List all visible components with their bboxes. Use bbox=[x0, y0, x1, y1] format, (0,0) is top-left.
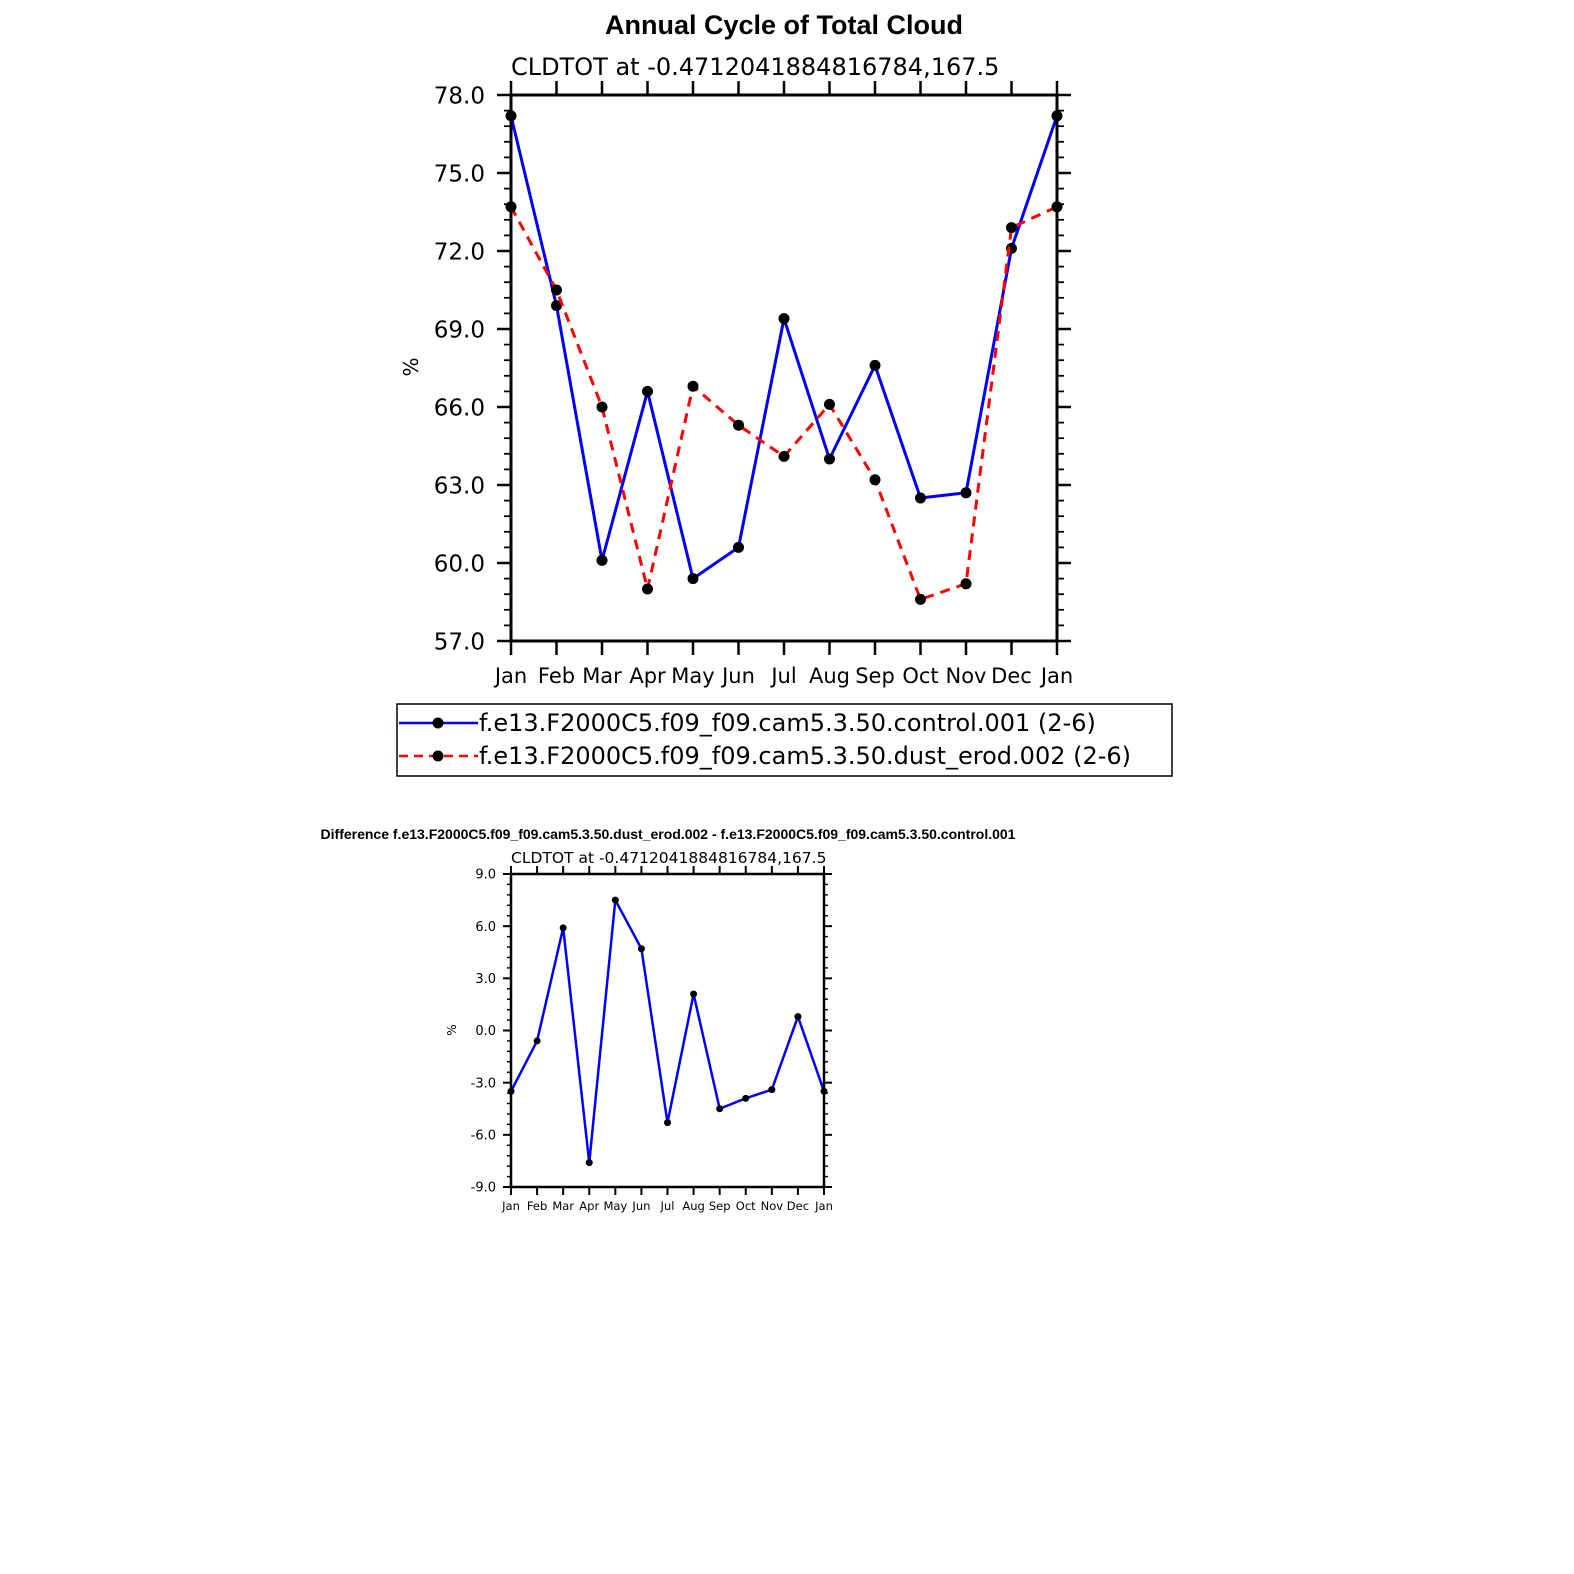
chart2-y-tick-labels: -9.0 -6.0 -3.0 0.0 3.0 6.0 9.0 bbox=[471, 868, 496, 1196]
series-1-point bbox=[551, 284, 562, 296]
x-tick-label: Aug bbox=[682, 1199, 704, 1213]
series-1-point bbox=[733, 419, 744, 431]
chart1-ticks bbox=[497, 81, 1071, 655]
y-tick-label: 57.0 bbox=[434, 629, 485, 655]
difference-chart: Difference f.e13.F2000C5.f09_f09.cam5.3.… bbox=[321, 826, 1016, 1213]
y-tick-label: 0.0 bbox=[475, 1024, 496, 1039]
y-tick-label: 72.0 bbox=[434, 239, 485, 265]
y-tick-label: 69.0 bbox=[434, 317, 485, 343]
y-tick-label: 78.0 bbox=[434, 83, 485, 109]
series-0-point bbox=[664, 1119, 671, 1127]
chart2-subtitle: CLDTOT at -0.4712041884816784,167.5 bbox=[511, 849, 826, 867]
chart1-legend: f.e13.F2000C5.f09_f09.cam5.3.50.control.… bbox=[396, 703, 1173, 777]
chart2-series-layer bbox=[507, 896, 828, 1167]
y-tick-label: 3.0 bbox=[475, 972, 496, 987]
series-1-point bbox=[596, 401, 608, 413]
x-tick-label: Jun bbox=[631, 1199, 650, 1213]
chart1-subtitle: CLDTOT at -0.4712041884816784,167.5 bbox=[511, 53, 999, 81]
x-tick-label: May bbox=[603, 1199, 627, 1213]
series-0-point bbox=[551, 300, 562, 312]
y-tick-label: 9.0 bbox=[475, 868, 496, 883]
series-0-point bbox=[585, 1159, 593, 1167]
x-tick-label: Nov bbox=[761, 1199, 784, 1213]
y-tick-label: 75.0 bbox=[434, 161, 485, 187]
series-0-point bbox=[824, 453, 835, 465]
chart1-y-tick-labels: 57.0 60.0 63.0 66.0 69.0 72.0 75.0 78.0 bbox=[434, 83, 485, 655]
chart1-x-tick-labels: Jan Feb Mar Apr May Jun Jul Aug Sep Oct Nov Dec Jan bbox=[493, 664, 1073, 688]
series-0-point bbox=[533, 1037, 541, 1045]
x-tick-label: Jan bbox=[501, 1199, 520, 1213]
series-1-point bbox=[1006, 222, 1017, 234]
annual-cycle-chart: Annual Cycle of Total Cloud CLDTOT at -0… bbox=[399, 10, 1073, 688]
x-tick-label: Mar bbox=[552, 1199, 574, 1213]
x-tick-label: Dec bbox=[991, 664, 1032, 688]
series-1-point bbox=[915, 593, 926, 605]
x-tick-label: Feb bbox=[538, 664, 575, 688]
series-0-point bbox=[559, 924, 567, 932]
legend-marker-dust-erod bbox=[432, 750, 444, 762]
x-tick-label: Sep bbox=[709, 1199, 731, 1213]
series-line-1 bbox=[509, 205, 1058, 601]
series-0-point bbox=[869, 359, 881, 371]
legend-marker-control bbox=[432, 717, 444, 729]
x-tick-label: Dec bbox=[787, 1199, 809, 1213]
y-tick-label: -9.0 bbox=[471, 1181, 496, 1196]
x-tick-label: Jun bbox=[720, 664, 755, 688]
series-0-point bbox=[794, 1013, 802, 1021]
x-tick-label: Apr bbox=[629, 664, 666, 688]
series-1-point bbox=[778, 450, 790, 462]
legend-label-dust-erod: f.e13.F2000C5.f09_f09.cam5.3.50.dust_ero… bbox=[479, 742, 1131, 770]
x-tick-label: Jul bbox=[769, 664, 796, 688]
x-tick-label: Mar bbox=[582, 664, 622, 688]
x-tick-label: Jul bbox=[660, 1199, 675, 1213]
x-tick-label: May bbox=[671, 664, 714, 688]
series-0-point bbox=[716, 1105, 724, 1113]
x-tick-label: Jan bbox=[814, 1199, 833, 1213]
series-0-point bbox=[690, 990, 698, 998]
series-1-point bbox=[642, 583, 653, 595]
series-0-point bbox=[915, 492, 926, 504]
y-tick-label: 60.0 bbox=[434, 551, 485, 577]
x-tick-label: Aug bbox=[809, 664, 850, 688]
series-0-point bbox=[768, 1086, 776, 1094]
x-tick-label: Feb bbox=[527, 1199, 547, 1213]
chart2-plot-frame bbox=[509, 872, 826, 1189]
series-0-point bbox=[778, 313, 790, 325]
series-0-point bbox=[960, 487, 972, 499]
series-1-point bbox=[824, 398, 835, 410]
legend-box bbox=[396, 703, 1173, 777]
y-tick-label: 6.0 bbox=[475, 920, 496, 935]
series-0-point bbox=[637, 945, 645, 953]
chart2-title: Difference f.e13.F2000C5.f09_f09.cam5.3.… bbox=[321, 826, 1016, 842]
y-tick-label: -6.0 bbox=[471, 1129, 496, 1144]
chart1-series-layer bbox=[505, 110, 1063, 605]
chart2-ylabel: % bbox=[445, 1024, 459, 1035]
series-0-point bbox=[642, 385, 653, 397]
legend-label-control: f.e13.F2000C5.f09_f09.cam5.3.50.control.… bbox=[479, 709, 1096, 737]
series-0-point bbox=[596, 554, 608, 566]
x-tick-label: Jan bbox=[493, 664, 527, 688]
y-tick-label: 66.0 bbox=[434, 395, 485, 421]
chart2-x-tick-labels: Jan Feb Mar Apr May Jun Jul Aug Sep Oct Nov Dec Jan bbox=[501, 1199, 833, 1213]
y-tick-label: -3.0 bbox=[471, 1076, 496, 1091]
x-tick-label: Apr bbox=[579, 1199, 599, 1213]
series-1-point bbox=[869, 474, 881, 486]
series-0-point bbox=[611, 896, 619, 904]
x-tick-label: Oct bbox=[736, 1199, 756, 1213]
series-1-point bbox=[960, 578, 972, 590]
series-1-point bbox=[687, 380, 699, 392]
x-tick-label: Sep bbox=[855, 664, 895, 688]
series-0-point bbox=[733, 541, 744, 553]
chart1-title: Annual Cycle of Total Cloud bbox=[605, 10, 963, 40]
series-0-point bbox=[742, 1094, 750, 1102]
series-0-point bbox=[687, 573, 699, 585]
x-tick-label: Jan bbox=[1039, 664, 1073, 688]
chart1-ylabel: % bbox=[399, 357, 423, 376]
y-tick-label: 63.0 bbox=[434, 473, 485, 499]
chart1-plot-frame bbox=[509, 93, 1059, 643]
x-tick-label: Nov bbox=[946, 664, 987, 688]
x-tick-label: Oct bbox=[902, 664, 938, 688]
chart2-ticks bbox=[503, 866, 832, 1195]
